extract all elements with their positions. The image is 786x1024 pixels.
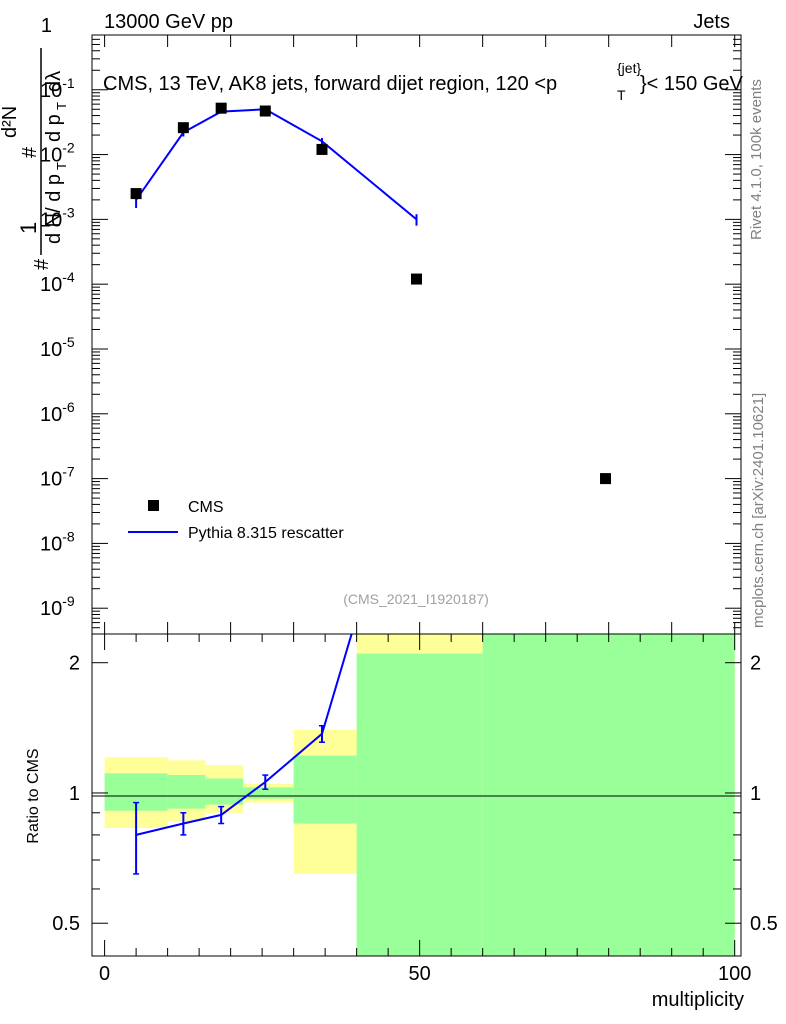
main-y-tick-label: 10-9: [40, 593, 75, 620]
legend-pythia-label: Pythia 8.315 rescatter: [188, 525, 344, 542]
ratio-y-tick-label-right: 1: [750, 783, 761, 805]
ratio-y-axis-label: Ratio to CMS: [25, 748, 42, 843]
main-y-axis-label: # 1 d N/ d p T # d²N d p T dλ: [0, 48, 69, 270]
y-label-dpt: d p: [43, 114, 65, 142]
main-axis-ticks: [92, 35, 741, 635]
y-label-hash-2: #: [19, 146, 41, 158]
main-plot-panel: 10-9 10-8 10-7 10-6 10-5 10-4 10-3 10-2 10-1 1: [40, 15, 742, 635]
ratio-tick-labels: 0.5 0.5 1 1 2 2 0 50 100: [52, 653, 778, 985]
ratio-axis-ticks: [92, 634, 741, 956]
ratio-y-tick-label-left: 2: [69, 653, 80, 675]
main-data-marks: [130, 102, 612, 485]
ratio-inner-band: [482, 634, 735, 956]
ratio-plot-panel: 0.5 0.5 1 1 2 2 0 50 100: [52, 633, 778, 985]
y-label-hash-1: #: [31, 258, 53, 270]
x-tick-label: 100: [718, 963, 751, 985]
main-y-tick-labels: 10-9 10-8 10-7 10-6 10-5 10-4 10-3 10-2 10-1 1: [40, 15, 75, 620]
plot-title-main: CMS, 13 TeV, AK8 jets, forward dijet reg…: [103, 73, 557, 95]
y-label-d2n: d²N: [0, 106, 21, 138]
x-tick-label: 50: [409, 963, 431, 985]
ratio-inner-band: [205, 778, 244, 805]
y-label-denominator: d N/ d p: [43, 174, 65, 244]
cms-data-point: [177, 122, 189, 134]
ratio-pythia-line: [135, 633, 353, 836]
legend-cms-label: CMS: [188, 499, 224, 516]
plot-title: CMS, 13 TeV, AK8 jets, forward dijet reg…: [103, 73, 557, 95]
legend-cms-marker: [148, 500, 159, 511]
y-label-subscript-t-2: T: [54, 102, 69, 110]
plot-title-end: }< 150 GeV: [640, 73, 744, 95]
main-y-tick-label: 10-2: [40, 140, 75, 167]
main-y-tick-label: 10-3: [40, 204, 75, 231]
x-axis-label: multiplicity: [652, 989, 744, 1011]
ratio-inner-band: [356, 653, 483, 956]
main-y-tick-label: 10-1: [40, 75, 75, 102]
rivet-version-label: Rivet 4.1.0, 100k events: [748, 79, 765, 240]
cms-data-point: [215, 102, 227, 114]
cms-data-point: [411, 273, 422, 285]
y-label-dlambda: dλ: [43, 71, 65, 92]
y-label-numerator-one: 1: [16, 222, 41, 234]
mcplots-label: mcplots.cern.ch [arXiv:2401.10621]: [750, 393, 767, 628]
ratio-inner-band: [243, 787, 294, 799]
ratio-data-marks: [133, 633, 353, 875]
legend: CMS Pythia 8.315 rescatter: [128, 499, 344, 542]
header-right-label: Jets: [693, 11, 730, 33]
main-y-tick-label: 10-5: [40, 334, 75, 361]
main-y-tick-label: 10-7: [40, 464, 75, 491]
plot-title-subscript: T: [617, 87, 626, 103]
main-y-tick-label: 10-8: [40, 528, 75, 555]
ratio-y-tick-label-right: 2: [750, 653, 761, 675]
cms-data-point: [130, 188, 142, 200]
cms-data-point: [316, 143, 328, 155]
main-y-tick-label: 10-6: [40, 399, 75, 426]
main-plot-frame: [91, 34, 742, 635]
pythia-line: [135, 108, 418, 221]
x-tick-label: 0: [99, 963, 110, 985]
ratio-y-tick-label-left: 1: [69, 783, 80, 805]
ratio-inner-band: [293, 755, 357, 824]
y-label-subscript-t: T: [54, 162, 69, 170]
cms-data-point: [259, 105, 271, 117]
ratio-uncertainty-bands: [104, 634, 735, 956]
ratio-plot-frame: [91, 633, 742, 957]
plot-title-superscript: {jet}: [617, 60, 641, 76]
ratio-inner-band: [167, 775, 206, 809]
main-y-tick-label: 1: [41, 15, 52, 37]
main-y-tick-label: 10-4: [40, 269, 75, 296]
analysis-id-label: (CMS_2021_I1920187): [343, 591, 489, 607]
ratio-y-tick-label-left: 0.5: [52, 913, 80, 935]
cms-data-point: [600, 473, 612, 485]
header-left-label: 13000 GeV pp: [104, 11, 233, 33]
ratio-y-tick-label-right: 0.5: [750, 913, 778, 935]
